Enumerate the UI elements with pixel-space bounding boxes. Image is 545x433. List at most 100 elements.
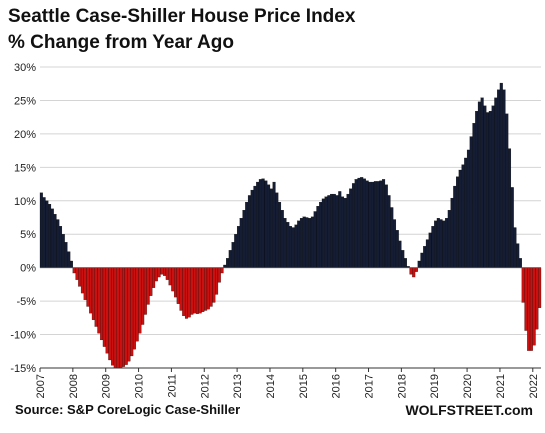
bar xyxy=(294,224,298,268)
bar xyxy=(494,97,498,268)
bar xyxy=(226,258,230,268)
bar xyxy=(61,234,65,268)
bar xyxy=(78,267,82,287)
bar xyxy=(464,157,468,268)
x-tick-label: 2012 xyxy=(199,374,211,398)
bar xyxy=(343,197,347,268)
x-tick-label: 2022 xyxy=(528,374,540,398)
bar xyxy=(442,220,446,268)
bar xyxy=(518,258,522,268)
bar xyxy=(398,240,402,268)
bar xyxy=(261,178,265,268)
bar xyxy=(127,267,131,362)
x-tick-label: 2019 xyxy=(429,374,441,398)
bar xyxy=(310,216,314,268)
bar xyxy=(466,149,470,268)
bar xyxy=(75,267,79,280)
bar xyxy=(456,176,459,268)
bar xyxy=(119,267,123,369)
bar xyxy=(130,267,134,357)
x-tick-label: 2020 xyxy=(462,374,474,398)
x-tick-label: 2013 xyxy=(232,374,244,398)
bar xyxy=(483,105,487,268)
bar xyxy=(42,197,46,268)
bar xyxy=(308,218,312,268)
bar xyxy=(450,197,454,268)
bar xyxy=(59,226,63,268)
bar xyxy=(297,220,301,268)
source-note: Source: S&P CoreLogic Case-Shiller xyxy=(15,402,241,417)
y-tick-label: 20% xyxy=(14,129,36,141)
axes: 30% 25% 20% 15% 10% 5% 0% -5% -10% -15%2007 2008 20… xyxy=(10,62,541,398)
y-tick-label: -10% xyxy=(10,330,36,342)
bar xyxy=(423,246,427,268)
bar xyxy=(165,267,169,280)
bar xyxy=(535,267,539,330)
bar xyxy=(242,210,246,268)
x-tick-label: 2009 xyxy=(101,374,113,398)
bar xyxy=(116,267,120,369)
bar xyxy=(283,218,287,268)
bar xyxy=(395,230,399,268)
x-tick-label: 2016 xyxy=(331,374,343,398)
bar xyxy=(86,267,90,307)
bar xyxy=(122,267,125,367)
bar xyxy=(278,201,282,268)
bar xyxy=(168,267,172,286)
y-tick-label: -15% xyxy=(10,363,36,375)
y-tick-label: 10% xyxy=(14,196,36,208)
bar xyxy=(403,258,407,268)
bar xyxy=(371,181,375,268)
bar xyxy=(264,180,268,268)
bar xyxy=(108,267,112,361)
bar xyxy=(105,267,109,354)
bar xyxy=(89,267,93,314)
chart-subtitle: % Change from Year Ago xyxy=(8,32,234,53)
bar xyxy=(428,232,432,268)
bar xyxy=(305,217,309,268)
bar xyxy=(360,177,364,268)
bar-series xyxy=(39,82,542,369)
bar xyxy=(289,226,292,268)
y-tick-label: 25% xyxy=(14,95,36,107)
bar xyxy=(324,196,328,268)
bar xyxy=(382,179,386,268)
bar xyxy=(94,267,98,327)
bar xyxy=(69,260,73,268)
bar xyxy=(502,89,506,268)
bar xyxy=(469,136,473,268)
bar xyxy=(499,82,503,268)
bar xyxy=(346,193,350,268)
bar xyxy=(439,219,443,268)
bar xyxy=(436,218,440,268)
bar xyxy=(102,267,106,347)
bar xyxy=(275,192,279,268)
bar xyxy=(412,267,416,278)
bar xyxy=(376,181,380,268)
bar xyxy=(193,267,197,314)
bar xyxy=(475,111,479,268)
bar xyxy=(417,260,421,268)
bar xyxy=(72,267,76,274)
bar xyxy=(384,184,388,268)
bar xyxy=(521,267,525,303)
bar xyxy=(182,267,186,316)
bar xyxy=(477,101,481,268)
bar xyxy=(354,179,358,268)
x-tick-label: 2021 xyxy=(495,374,507,398)
bar xyxy=(401,250,405,268)
bar xyxy=(176,267,180,304)
bar xyxy=(409,267,413,275)
bar xyxy=(56,219,60,268)
bar xyxy=(434,220,438,268)
bar xyxy=(228,250,232,268)
bar xyxy=(135,267,139,342)
y-tick-label: 30% xyxy=(14,62,36,74)
bar xyxy=(239,218,243,268)
bar xyxy=(111,267,115,366)
bar xyxy=(505,113,509,268)
bar xyxy=(146,267,150,305)
bar xyxy=(160,267,164,275)
bar xyxy=(256,181,260,268)
bar xyxy=(143,267,147,315)
